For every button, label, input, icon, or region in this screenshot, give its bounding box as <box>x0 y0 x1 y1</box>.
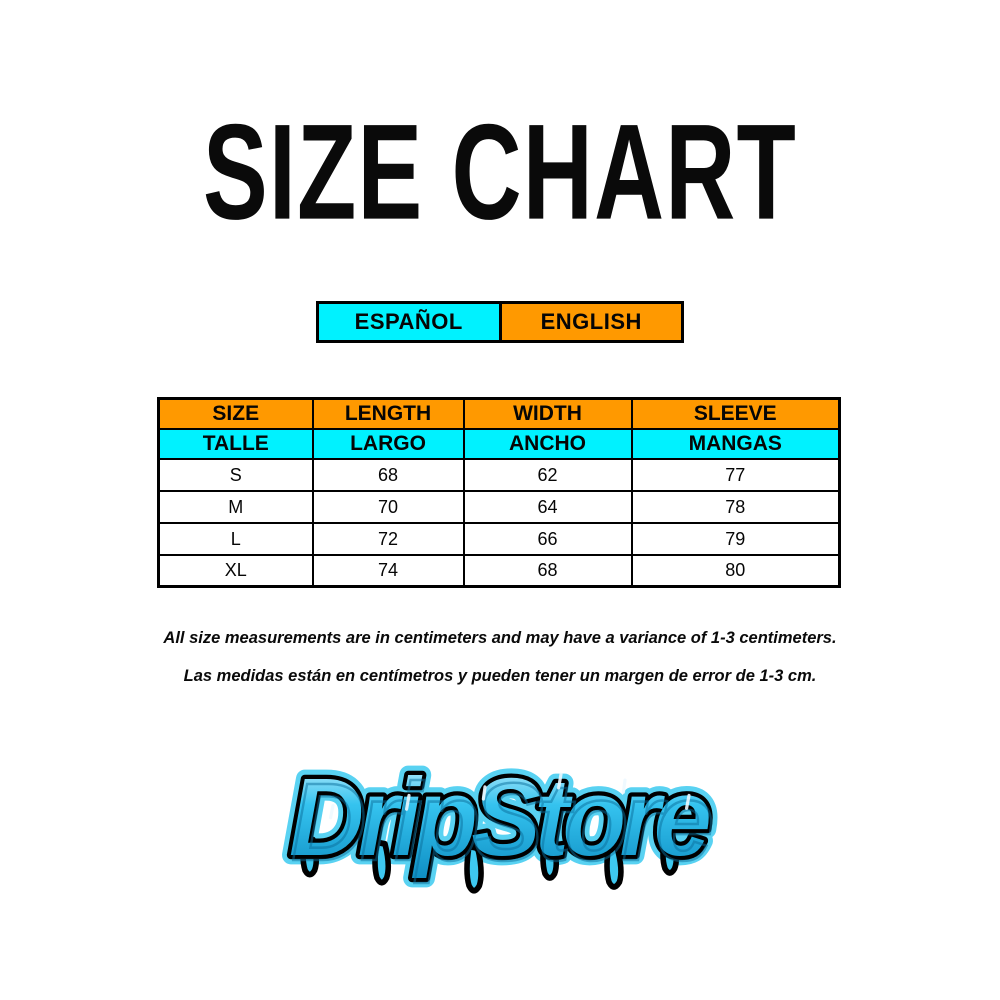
svg-text:DripStore: DripStore <box>291 760 711 884</box>
